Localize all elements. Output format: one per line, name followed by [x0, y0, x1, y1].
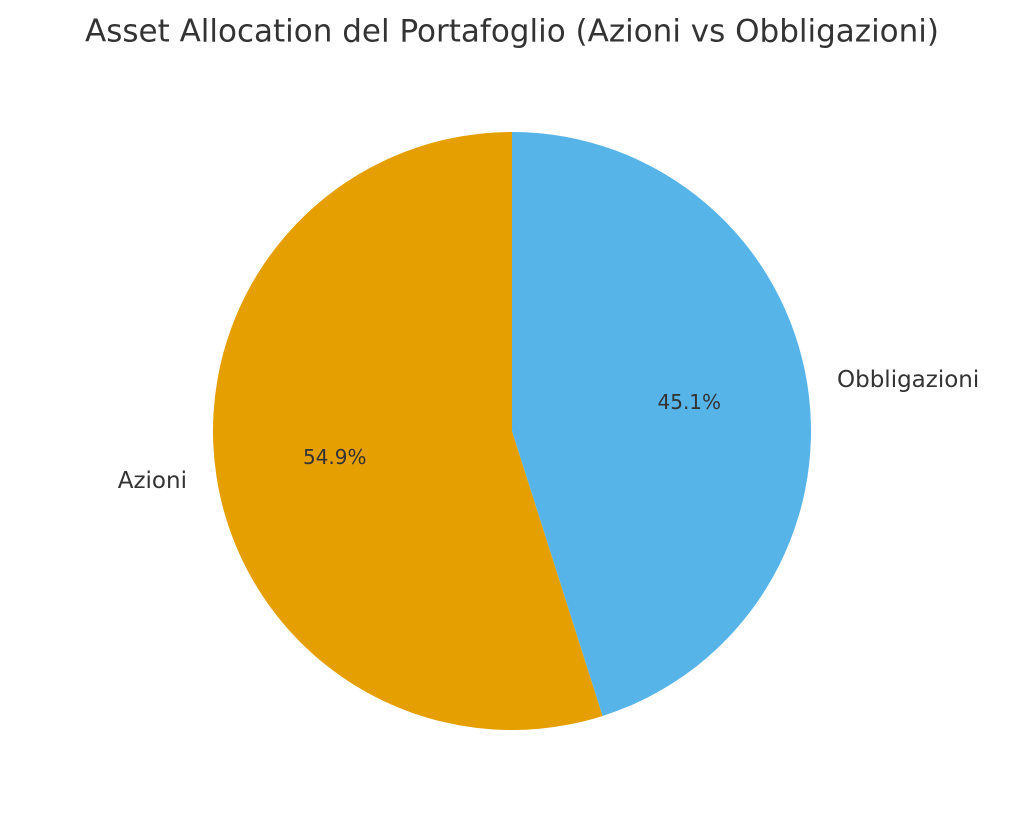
pie-slice	[512, 132, 812, 716]
value-label: 45.1%	[658, 390, 722, 414]
category-label: Obbligazioni	[837, 367, 979, 393]
chart-title: Asset Allocation del Portafoglio (Azioni…	[85, 14, 939, 50]
value-label: 54.9%	[303, 445, 367, 469]
pie-slice	[213, 132, 603, 730]
category-label: Azioni	[118, 468, 187, 494]
